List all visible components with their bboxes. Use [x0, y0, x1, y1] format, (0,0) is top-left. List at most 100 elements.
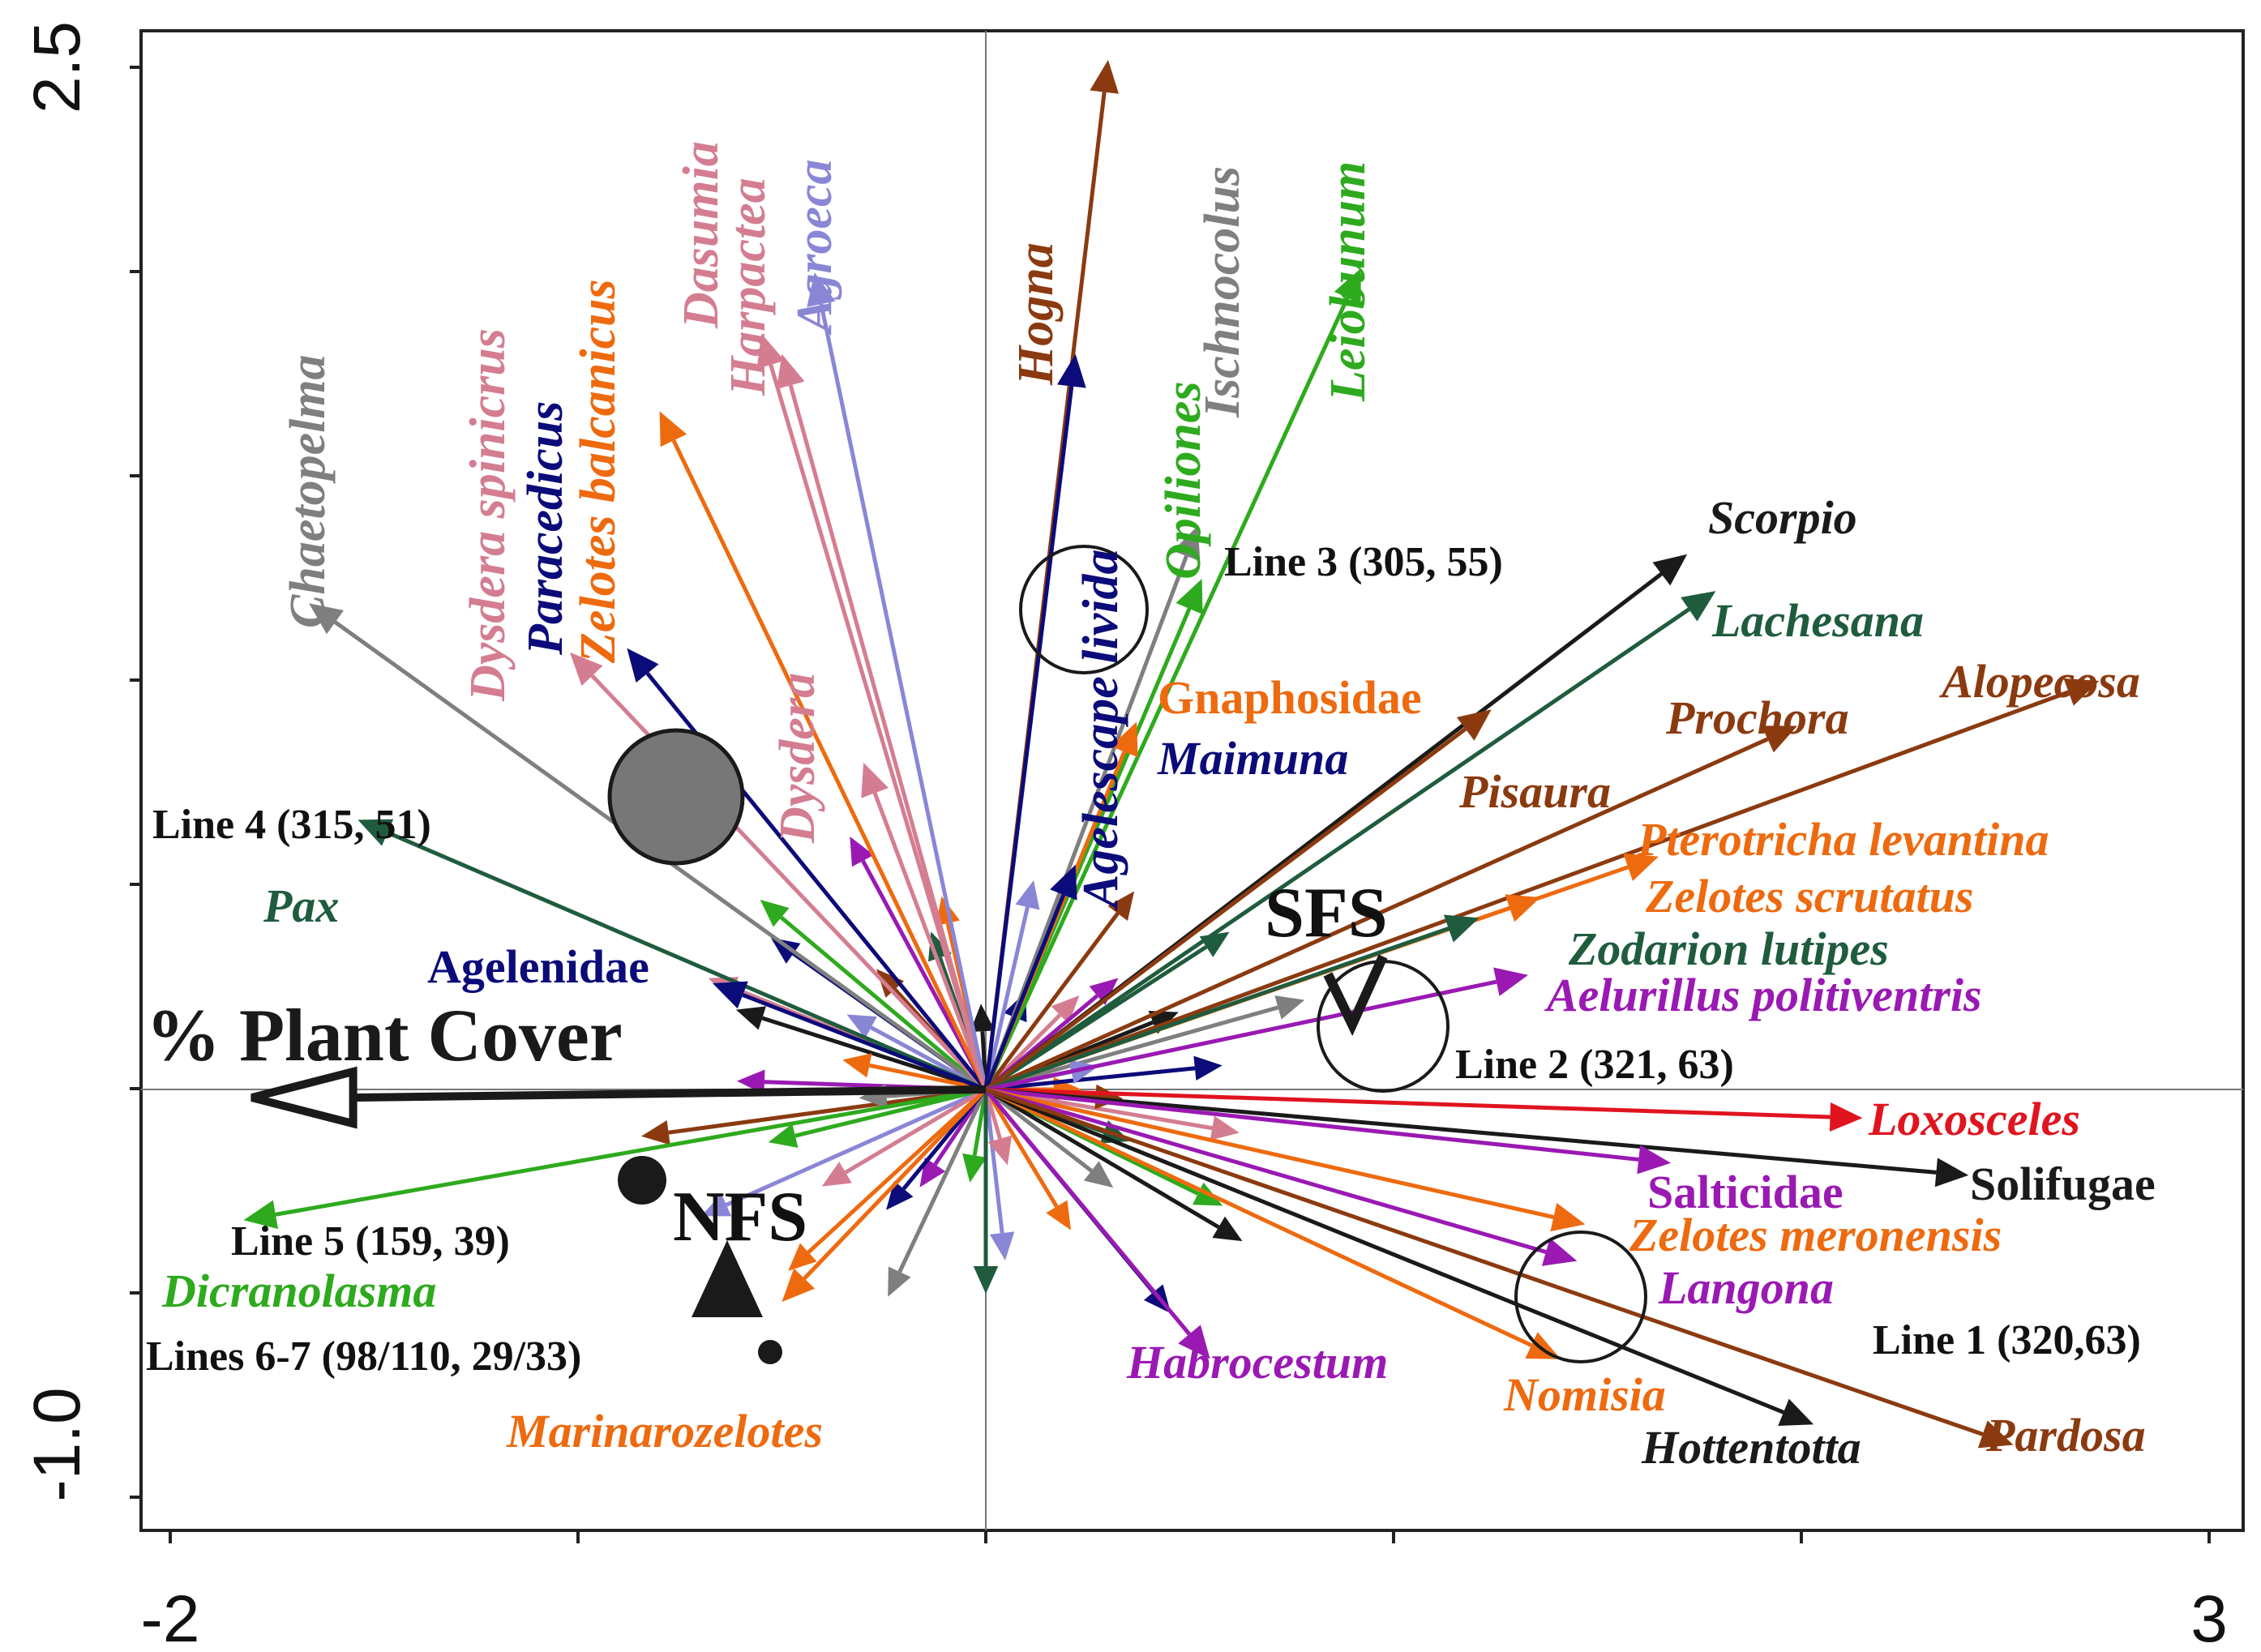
plot-frame — [139, 29, 2245, 1532]
species-labels: Chaetopelma Dysdera spinicrus ParacedicusZ… — [146, 141, 2156, 1474]
y-tick-label-min: -1.0 — [20, 1387, 94, 1501]
species-arrow-agelescape-livida — [983, 353, 1086, 1090]
unlabeled-arrow — [768, 1087, 987, 1149]
species-arrow-pax — [358, 819, 987, 1092]
unlabeled-arrow — [983, 1089, 1015, 1260]
unlabeled-arrow — [983, 879, 1040, 1090]
site-marker-line-4 — [607, 728, 745, 866]
species-arrow-pardosa — [985, 1087, 2014, 1449]
unlabeled-arrow — [984, 1087, 1243, 1242]
species-arrow-harpactea — [776, 353, 988, 1090]
species-arrow-dicranolasma — [243, 1087, 987, 1230]
unlabeled-arrow — [985, 1055, 1223, 1092]
species-label-scorpio: Scorpio — [1708, 491, 1857, 544]
site-label-line-5-159-39: Line 5 (159, 39) — [231, 1218, 510, 1265]
species-label-loxosceles: Loxosceles — [1868, 1093, 2080, 1145]
site-marker-line-2 — [1317, 960, 1450, 1093]
species-label-solifugae: Solifugae — [1970, 1158, 2156, 1210]
y-axis-ticks — [130, 66, 141, 1499]
unlabeled-arrow — [821, 1087, 987, 1187]
site-marker-line-1 — [1514, 1230, 1647, 1363]
plant-cover-vector — [251, 1066, 987, 1129]
species-label-agelescape-livida: Agelescape livida — [1073, 550, 1128, 911]
unlabeled-arrow — [984, 1088, 1114, 1188]
species-label-agroeca: Agroeca — [787, 159, 842, 336]
species-label-pisaura: Pisaura — [1458, 765, 1611, 818]
species-label-maimuna: Maimuna — [1157, 732, 1348, 785]
species-label-harpactea: Harpactea — [721, 178, 776, 396]
site-marker-lines-6-7 — [758, 1340, 782, 1364]
unlabeled-arrow — [760, 899, 987, 1091]
species-label-dasumia: Dasumia — [674, 141, 729, 329]
unlabeled-arrow — [983, 1088, 1072, 1230]
species-arrow-salticidae — [985, 1087, 1672, 1175]
species-arrow-pisaura — [984, 709, 1492, 1091]
species-label-zelotes-balcanicus: Zelotes balcanicus — [571, 279, 626, 664]
species-label-zelotes-scrutatus: Zelotes scrutatus — [1645, 870, 1973, 922]
centroid-marker-sfs — [1323, 954, 1388, 1037]
species-label-dicranolasma: Dicranolasma — [161, 1265, 436, 1317]
species-label-salticidae: Salticidae — [1647, 1166, 1843, 1218]
species-arrows — [243, 59, 2100, 1449]
species-label-gnaphosidae: Gnaphosidae — [1158, 671, 1422, 724]
site-label-lines-6-7-98-110-29-33: Lines 6-7 (98/110, 29/33) — [146, 1333, 581, 1380]
species-arrow-agroeca — [807, 272, 988, 1090]
species-arrow-marinarozelotes — [782, 1088, 987, 1303]
species-arrow-zodarion-lutipes — [985, 914, 1479, 1092]
species-arrow-alopecosa — [985, 678, 2100, 1092]
species-arrow-agelenidae — [712, 981, 987, 1092]
species-label-langona: Langona — [1658, 1261, 1834, 1314]
species-label-paracedicus: Paracedicus — [518, 401, 573, 656]
species-label-aelurillus-politiventris: Aelurillus politiventris — [1544, 969, 1982, 1021]
species-arrow-zelotes-meronensis — [985, 1087, 1586, 1232]
species-label-dysdera: Dysdera — [770, 673, 825, 844]
species-label-pardosa: Pardosa — [1985, 1409, 2146, 1462]
centroid-label-nfs: NFS — [673, 1178, 807, 1256]
species-arrow-solifugae — [985, 1087, 1969, 1188]
site-label-line-4-315-51: Line 4 (315, 51) — [152, 802, 431, 848]
x-axis-ticks — [169, 1530, 2211, 1543]
species-arrow-prochora — [984, 725, 1797, 1092]
site-marker-line-5 — [618, 1156, 666, 1205]
unlabeled-arrow — [985, 995, 1305, 1092]
species-arrow-dasumia — [756, 333, 988, 1090]
unlabeled-arrow — [888, 1088, 988, 1297]
species-arrow-zelotes-balcanicus — [659, 411, 988, 1091]
species-label-zodarion-lutipes: Zodarion lutipes — [1568, 922, 1889, 975]
centroid-labels: SFS NFS — [673, 874, 1388, 1256]
species-arrow-langona — [985, 1087, 1578, 1266]
species-label-habrocestum: Habrocestum — [1126, 1336, 1388, 1389]
species-arrow-lachesana — [984, 591, 1716, 1092]
plant-cover-shaft — [349, 1085, 987, 1102]
site-label-line-2-321-63: Line 2 (321, 63) — [1455, 1042, 1734, 1088]
species-label-dysdera-spinicrus: Dysdera spinicrus — [460, 328, 516, 702]
centroid-label-sfs: SFS — [1265, 874, 1388, 952]
species-label-lachesana: Lachesana — [1711, 594, 1924, 647]
species-label-opiliones: Opiliones — [1156, 381, 1211, 580]
plant-cover-head — [251, 1066, 358, 1129]
site-markers — [607, 545, 1647, 1364]
species-arrow-leiobunum — [983, 267, 1361, 1091]
species-label-nomisia: Nomisia — [1503, 1368, 1666, 1421]
site-marker-line-3 — [1019, 545, 1149, 674]
unlabeled-arrow — [983, 891, 1135, 1091]
plant-cover-label: % Plant Cover — [146, 994, 623, 1076]
unlabeled-arrow — [640, 1087, 987, 1145]
species-arrow-dysdera — [861, 762, 988, 1090]
species-label-pterotricha-levantina: Pterotricha levantina — [1637, 813, 2049, 866]
species-arrow-maimuna — [983, 864, 1077, 1090]
species-arrow-aelurillus-politiventris — [985, 967, 1528, 1092]
y-tick-label-max: 2.5 — [20, 21, 94, 113]
centroid-marker-nfs — [692, 1240, 763, 1317]
species-label-zelotes-meronensis: Zelotes meronensis — [1629, 1209, 2002, 1261]
species-label-agelenidae: Agelenidae — [427, 940, 649, 993]
unlabeled-arrow — [973, 1089, 999, 1294]
species-label-ischnocolus: Ischnocolus — [1195, 166, 1250, 418]
unlabeled-arrow — [788, 1088, 987, 1271]
species-label-hottentotta: Hottentotta — [1641, 1421, 1861, 1474]
x-tick-label-min: -2 — [141, 1582, 200, 1652]
species-label-prochora: Prochora — [1665, 691, 1849, 744]
site-label-line-3-305-55: Line 3 (305, 55) — [1224, 539, 1503, 585]
species-arrow-habrocestum — [984, 1088, 1210, 1359]
